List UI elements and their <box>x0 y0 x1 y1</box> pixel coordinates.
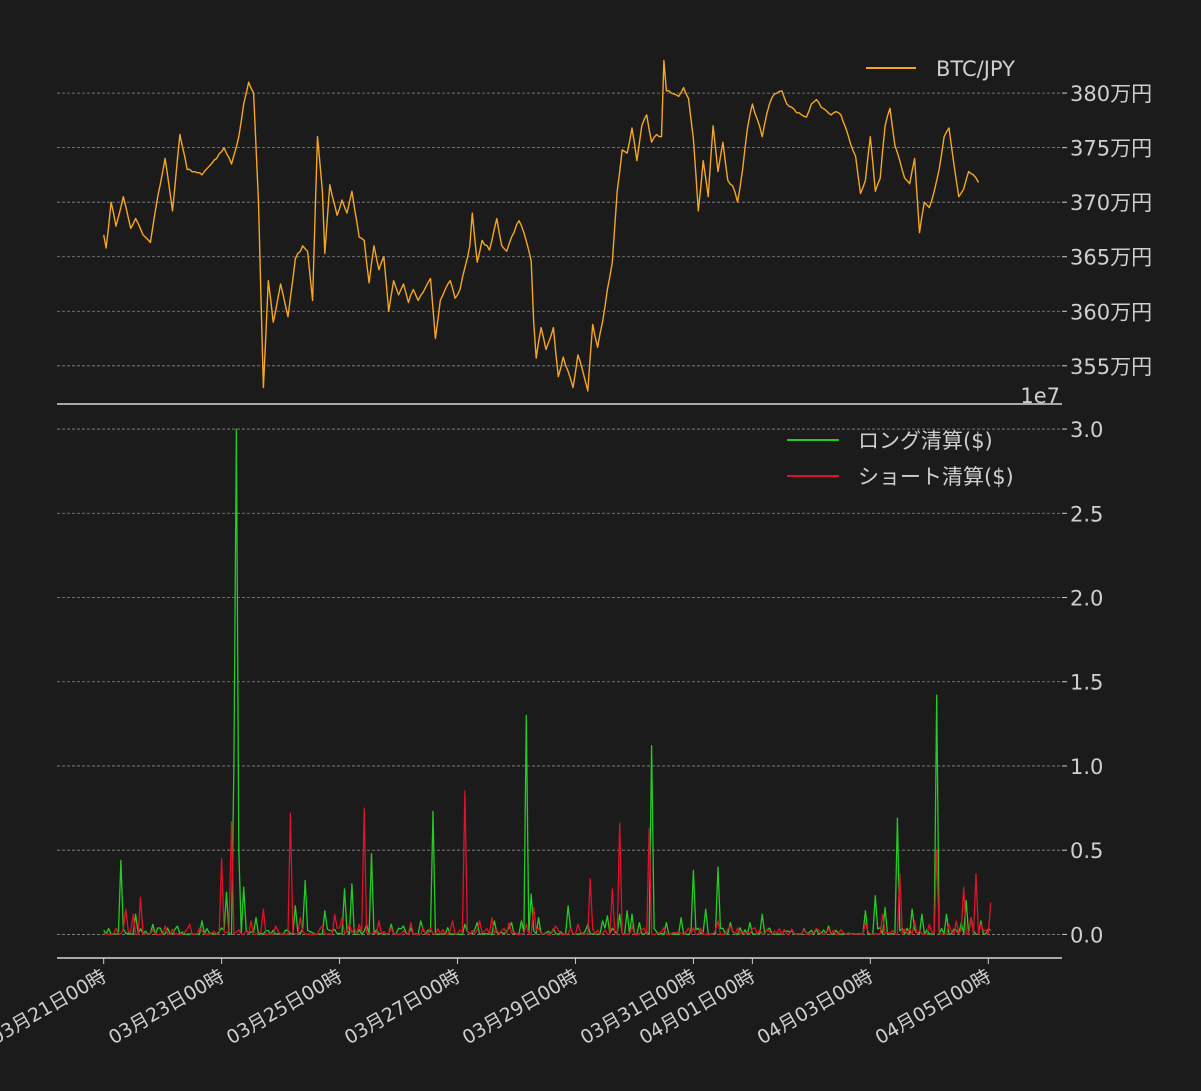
liquidation-y-tick-label: 2.0 <box>1070 587 1103 611</box>
price-series <box>103 59 980 392</box>
x-tick-label: 03月27日00時 <box>341 965 464 1049</box>
liquidation-y-tick-label: 3.0 <box>1070 418 1103 442</box>
price-y-tick-label: 365万円 <box>1070 246 1152 270</box>
liquidation-panel: 0.0 0.5 1.0 1.5 2.0 2.5 3.0 1e7 03月21日00時03月23… <box>0 384 1103 1049</box>
price-panel: 355万円 360万円 365万円 370万円 375万円 380万円 BTC/JPY <box>57 57 1152 405</box>
price-y-tick-label: 375万円 <box>1070 137 1152 161</box>
liquidation-y-tick-label: 2.5 <box>1070 502 1103 526</box>
series-line-btc-jpy <box>103 59 980 392</box>
liquidation-y-tick-label: 1.0 <box>1070 755 1103 779</box>
price-legend: BTC/JPY <box>866 57 1015 81</box>
series-line-short-liquidation <box>103 790 992 936</box>
legend-label-short: ショート清算($) <box>858 465 1014 489</box>
x-tick-label: 03月23日00時 <box>105 965 228 1049</box>
liquidation-series <box>103 428 992 936</box>
price-y-ticks: 355万円 360万円 365万円 370万円 375万円 380万円 <box>1062 82 1152 379</box>
x-tick-label: 03月29日00時 <box>459 965 582 1049</box>
offset-text: 1e7 <box>1020 384 1060 408</box>
x-tick-label: 04月03日00時 <box>754 965 877 1049</box>
x-tick-label: 03月25日00時 <box>223 965 346 1049</box>
liquidation-legend: ロング清算($) ショート清算($) <box>787 429 1014 489</box>
series-line-long-liquidation <box>103 428 992 936</box>
price-y-tick-label: 370万円 <box>1070 191 1152 215</box>
price-y-tick-label: 380万円 <box>1070 82 1152 106</box>
x-tick-label: 04月05日00時 <box>872 965 995 1049</box>
x-tick-label: 03月21日00時 <box>0 965 110 1049</box>
liquidation-y-tick-label: 0.0 <box>1070 923 1103 947</box>
liquidation-y-ticks: 0.0 0.5 1.0 1.5 2.0 2.5 3.0 <box>1062 418 1103 947</box>
legend-label-long: ロング清算($) <box>858 429 993 453</box>
price-grid <box>57 92 1062 367</box>
x-ticks: 03月21日00時03月23日00時03月25日00時03月27日00時03月2… <box>0 958 995 1049</box>
liquidation-y-tick-label: 1.5 <box>1070 671 1103 695</box>
liquidation-y-tick-label: 0.5 <box>1070 839 1103 863</box>
price-y-tick-label: 360万円 <box>1070 300 1152 324</box>
price-y-tick-label: 355万円 <box>1070 355 1152 379</box>
legend-label-btc-jpy: BTC/JPY <box>936 57 1015 81</box>
liquidation-grid <box>57 428 1062 935</box>
